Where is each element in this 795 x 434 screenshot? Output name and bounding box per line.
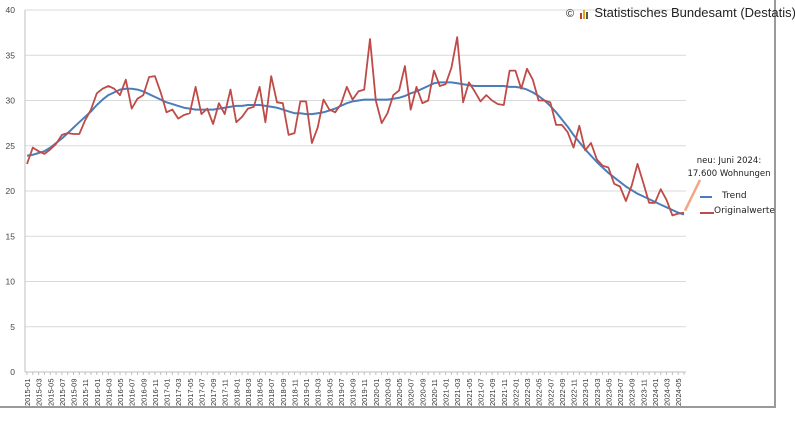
- x-tick-label: 2019-03: [314, 378, 323, 406]
- x-tick-label: 2016-05: [116, 378, 125, 406]
- x-tick-label: 2017-05: [186, 378, 195, 406]
- destatis-logo-icon: [579, 9, 588, 19]
- x-tick-label: 2016-01: [93, 378, 102, 406]
- x-tick-label: 2022-09: [558, 378, 567, 406]
- y-tick-label: 20: [6, 186, 16, 196]
- x-tick-label: 2016-03: [104, 378, 113, 406]
- x-tick-label: 2021-09: [488, 378, 497, 406]
- legend-label-trend: Trend: [722, 191, 747, 201]
- x-tick-label: 2023-05: [604, 378, 613, 406]
- x-tick-label: 2019-07: [337, 378, 346, 406]
- x-tick-label: 2016-07: [128, 378, 137, 406]
- x-tick-label: 2017-09: [209, 378, 218, 406]
- credit-text: © Statistisches Bundesamt (Destatis), 20…: [566, 5, 795, 20]
- annotation-arrow-icon: [683, 179, 702, 212]
- x-tick-label: 2022-01: [511, 378, 520, 406]
- x-tick-label: 2017-11: [221, 379, 230, 406]
- x-tick-label: 2022-07: [546, 378, 555, 406]
- chart-frame: [0, 0, 776, 408]
- x-tick-label: 2022-11: [570, 379, 579, 406]
- x-tick-label: 2015-05: [46, 378, 55, 406]
- x-tick-label: 2021-11: [500, 379, 509, 406]
- y-tick-label: 40: [6, 5, 16, 15]
- annotation-line-2: 17.600 Wohnungen: [687, 169, 771, 179]
- x-tick-label: 2023-01: [581, 378, 590, 406]
- x-tick-label: 2017-01: [163, 378, 172, 406]
- credit-label: Statistisches Bundesamt (Destatis), 2024: [594, 5, 795, 20]
- x-tick-label: 2023-03: [593, 378, 602, 406]
- x-tick-label: 2018-01: [232, 378, 241, 406]
- x-tick-label: 2019-11: [360, 379, 369, 406]
- x-tick-label: 2022-05: [535, 378, 544, 406]
- x-tick-label: 2018-09: [279, 378, 288, 406]
- series-line-originalwerte: [26, 36, 685, 217]
- x-tick-label: 2020-01: [372, 378, 381, 406]
- x-tick-label: 2017-03: [174, 378, 183, 406]
- copyright-icon: ©: [566, 8, 575, 20]
- y-tick-label: 25: [6, 141, 16, 151]
- y-tick-label: 0: [10, 367, 15, 377]
- x-tick-label: 2020-07: [407, 378, 416, 406]
- annotation: neu: Juni 2024: 17.600 Wohnungen: [684, 155, 774, 181]
- y-tick-label: 10: [6, 277, 16, 287]
- x-tick-label: 2022-03: [523, 378, 532, 406]
- x-tick-label: 2024-01: [651, 378, 660, 406]
- x-tick-label: 2021-07: [477, 378, 486, 406]
- x-tick-label: 2017-07: [197, 378, 206, 406]
- x-tick-label: 2020-03: [383, 378, 392, 406]
- x-tick-label: 2019-09: [349, 378, 358, 406]
- annotation-line-1: neu: Juni 2024:: [696, 156, 762, 166]
- legend-swatch-trend: [700, 196, 712, 198]
- legend-label-originalwerte: Originalwerte: [714, 206, 775, 216]
- x-tick-label: 2021-01: [442, 378, 451, 406]
- x-tick-label: 2015-11: [81, 379, 90, 406]
- y-tick-label: 30: [6, 96, 16, 106]
- y-tick-label: 35: [6, 50, 16, 60]
- x-tick-label: 2016-09: [139, 378, 148, 406]
- x-tick-label: 2018-05: [256, 378, 265, 406]
- x-tick-label: 2018-07: [267, 378, 276, 406]
- x-tick-label: 2020-05: [395, 378, 404, 406]
- x-tick-label: 2021-03: [453, 378, 462, 406]
- x-tick-label: 2015-07: [58, 378, 67, 406]
- x-tick-label: 2023-07: [616, 378, 625, 406]
- series-line-trend: [26, 81, 685, 216]
- x-tick-label: 2019-01: [302, 378, 311, 406]
- x-tick-label: 2020-11: [430, 379, 439, 406]
- x-tick-label: 2023-11: [639, 379, 648, 406]
- x-tick-label: 2023-09: [628, 378, 637, 406]
- x-tick-label: 2015-01: [23, 378, 32, 406]
- x-tick-label: 2021-05: [465, 378, 474, 406]
- x-tick-label: 2015-09: [70, 378, 79, 406]
- x-tick-label: 2016-11: [151, 379, 160, 406]
- x-tick-label: 2018-03: [244, 378, 253, 406]
- legend-swatch-originalwerte: [700, 212, 714, 214]
- x-tick-label: 2015-03: [35, 378, 44, 406]
- x-tick-label: 2020-09: [418, 378, 427, 406]
- y-tick-label: 15: [6, 231, 16, 241]
- x-tick-label: 2024-03: [663, 378, 672, 406]
- x-tick-label: 2018-11: [290, 379, 299, 406]
- y-tick-label: 5: [10, 322, 15, 332]
- x-tick-label: 2024-05: [674, 378, 683, 406]
- x-tick-label: 2019-05: [325, 378, 334, 406]
